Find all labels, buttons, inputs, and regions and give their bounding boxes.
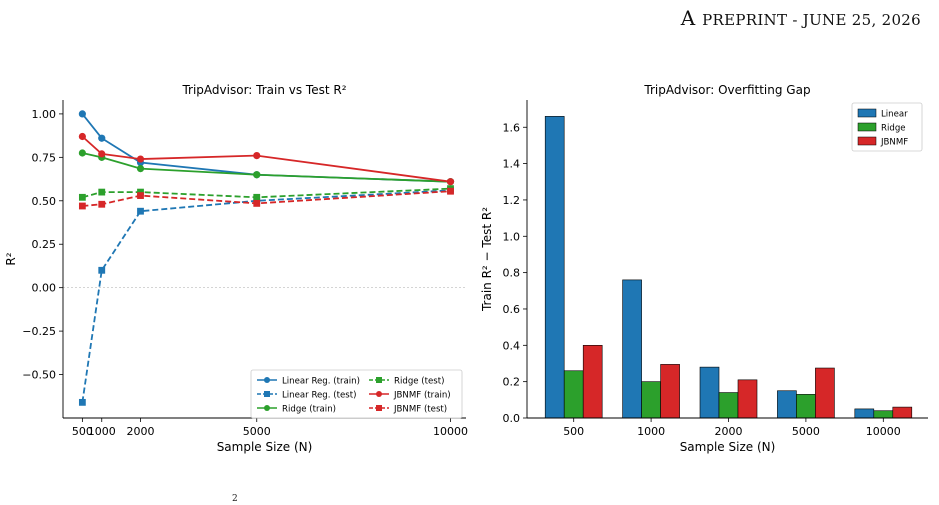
bar xyxy=(796,394,816,419)
data-point xyxy=(78,132,86,141)
y-tick-label: 1.6 xyxy=(503,121,521,134)
data-point xyxy=(253,199,261,207)
header-rest: preprint - June 25, 2026 xyxy=(702,11,921,29)
x-tick-label: 5000 xyxy=(243,425,271,438)
data-point xyxy=(136,165,145,173)
legend-label: JBNMF (test) xyxy=(393,404,447,414)
bar xyxy=(699,366,720,419)
legend-box xyxy=(250,369,463,419)
bar xyxy=(660,364,680,419)
footer-mark: 2 xyxy=(232,494,238,504)
x-tick-label: 10000 xyxy=(866,425,901,438)
x-tick-label: 1000 xyxy=(88,425,116,438)
legend-marker xyxy=(376,391,382,397)
data-point xyxy=(137,207,144,215)
legend-marker xyxy=(376,405,382,411)
legend-swatch xyxy=(857,122,877,132)
y-tick-label: 1.00 xyxy=(32,108,57,121)
y-tick-label: 1.2 xyxy=(503,194,521,207)
y-tick-label: 0.2 xyxy=(503,376,521,389)
data-point xyxy=(446,178,455,186)
x-axis-label: Sample Size (N) xyxy=(680,440,776,454)
x-tick-label: 5000 xyxy=(792,425,820,438)
y-tick-label: 1.4 xyxy=(503,158,521,171)
page-header: A preprint - June 25, 2026 xyxy=(681,6,921,30)
bar xyxy=(892,406,913,419)
data-point xyxy=(98,188,106,196)
legend-label: Ridge (train) xyxy=(282,404,336,414)
bar xyxy=(854,408,875,419)
chart-title: TripAdvisor: Train vs Test R² xyxy=(181,83,346,97)
data-point xyxy=(98,150,106,158)
y-tick-label: 0.4 xyxy=(503,339,521,352)
bar xyxy=(544,116,565,419)
legend-swatch xyxy=(857,108,877,118)
header-initial: A xyxy=(680,6,696,30)
x-axis-label: Sample Size (N) xyxy=(217,440,313,454)
data-point xyxy=(137,188,144,196)
legend-label: Ridge xyxy=(881,123,906,133)
x-tick-label: 1000 xyxy=(637,425,665,438)
legend-marker xyxy=(264,391,270,397)
x-tick-label: 500 xyxy=(72,425,93,438)
legend-label: Linear xyxy=(881,109,908,119)
y-tick-label: 0.50 xyxy=(32,195,57,208)
y-tick-label: −0.25 xyxy=(22,325,56,338)
data-point xyxy=(98,200,106,208)
y-tick-label: 0.6 xyxy=(503,303,521,316)
data-point xyxy=(253,193,261,201)
y-axis-label: R² xyxy=(4,252,18,265)
legend-label: Ridge (test) xyxy=(394,376,445,386)
x-tick-label: 2000 xyxy=(127,425,155,438)
y-axis-label: Train R² − Test R² xyxy=(480,207,494,312)
data-point xyxy=(136,155,145,163)
y-tick-label: 0.0 xyxy=(503,412,521,425)
data-point xyxy=(253,171,261,179)
data-point xyxy=(253,152,261,160)
x-tick-label: 500 xyxy=(563,425,584,438)
bar xyxy=(777,390,797,419)
bar xyxy=(641,381,661,419)
data-point xyxy=(137,192,144,199)
bar xyxy=(622,279,642,419)
data-point xyxy=(78,398,86,406)
legend-swatch xyxy=(857,136,877,146)
legend-label: Linear Reg. (test) xyxy=(282,390,356,400)
legend-label: JBNMF xyxy=(880,137,908,147)
legend-marker xyxy=(264,377,270,383)
legend-label: Linear Reg. (train) xyxy=(282,376,360,386)
y-tick-label: −0.50 xyxy=(22,369,56,382)
y-tick-label: 0.25 xyxy=(32,238,57,251)
data-point xyxy=(98,266,106,274)
x-tick-label: 2000 xyxy=(715,425,743,438)
legend-marker xyxy=(264,405,270,411)
y-tick-label: 1.0 xyxy=(503,230,521,243)
data-point xyxy=(78,202,86,210)
bar xyxy=(815,367,835,419)
bar xyxy=(737,379,758,419)
y-tick-label: 0.75 xyxy=(32,151,57,164)
bar xyxy=(563,370,584,419)
data-point xyxy=(78,110,86,118)
x-tick-label: 10000 xyxy=(433,425,468,438)
data-point xyxy=(78,193,86,201)
bar xyxy=(718,392,739,419)
legend-label: JBNMF (train) xyxy=(393,390,451,400)
bar xyxy=(582,345,603,419)
chart-title: TripAdvisor: Overfitting Gap xyxy=(643,83,810,97)
y-tick-label: 0.8 xyxy=(503,267,521,280)
bar xyxy=(873,410,894,419)
data-point xyxy=(447,187,454,195)
y-tick-label: 0.00 xyxy=(32,282,57,295)
legend-marker xyxy=(376,377,382,383)
data-point xyxy=(98,134,106,142)
data-point xyxy=(78,149,86,157)
